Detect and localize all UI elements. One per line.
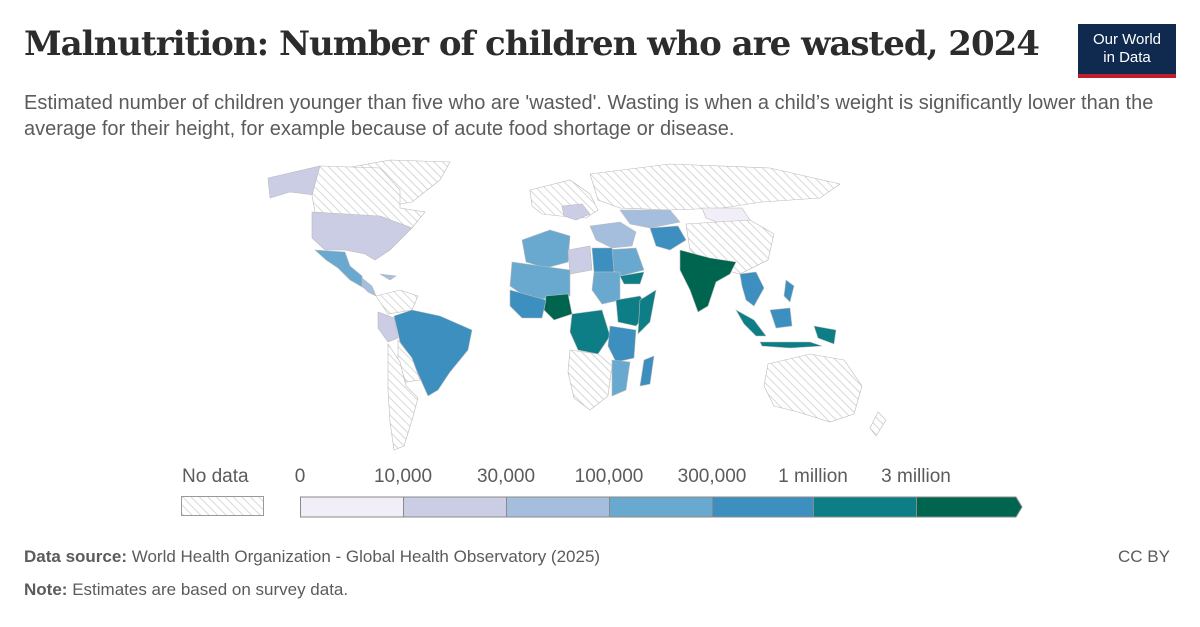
legend-bin-2 [506,496,610,518]
region-angola-southern [567,349,613,411]
chart-subtitle: Estimated number of children younger tha… [24,92,1154,140]
region-usa [311,211,413,261]
footer-source: Data source: World Health Organization -… [24,547,600,567]
license-link[interactable]: CC BY [1118,547,1170,566]
region-argentina-chile [387,343,419,451]
region-caribbean [379,273,397,281]
region-sudan [591,271,621,305]
region-bolivia-paraguay [397,339,421,383]
region-australia [763,353,863,423]
region-libya [567,245,593,275]
footer-note: Note: Estimates are based on survey data… [24,580,348,600]
legend-tick-label-4: 300,000 [677,466,747,487]
source-text[interactable]: World Health Organization - Global Healt… [131,547,601,566]
note-text: Estimates are based on survey data. [72,580,349,599]
legend-bin-3 [609,496,713,518]
region-canada [311,165,426,229]
region-new-guinea [813,325,837,345]
region-india [679,249,737,313]
region-egypt [591,247,615,273]
region-colombia-venezuela [375,289,419,315]
region-indonesia-west [735,309,767,337]
chart-title: Malnutrition: Number of children who are… [24,24,1040,64]
legend-bin-4 [712,496,814,518]
legend-tick-label-0: 0 [294,466,306,487]
logo-line-2: in Data [1103,49,1151,66]
region-west-africa-coast [509,289,547,319]
region-drc [569,309,611,355]
region-madagascar [639,355,655,387]
region-mozambique [611,359,631,397]
note-label: Note: [24,580,68,599]
legend-tick-label-3: 100,000 [574,466,644,487]
world-map [267,159,887,451]
region-russia [589,163,841,211]
legend-tick-label-6: 3 million [881,466,951,487]
legend-tick-label-1: 10,000 [373,466,433,487]
region-mexico [314,249,365,289]
region-north-africa [521,229,571,269]
region-somalia [637,289,657,335]
legend-no-data-swatch [181,496,264,516]
legend-color-scale [300,496,1023,518]
region-philippines [783,279,795,303]
legend-tick-label-5: 1 million [778,466,848,487]
region-peru [377,311,399,343]
legend-bin-0 [300,496,404,518]
region-eastern-europe [561,203,591,221]
region-indonesia-east [759,341,823,349]
region-yemen [619,271,645,285]
legend-no-data-label: No data [182,466,249,487]
legend-bin-6 [916,496,1023,518]
region-southeast-asia [739,271,765,307]
region-middle-east [589,221,637,249]
region-pakistan-afghanistan [649,225,687,251]
source-label: Data source: [24,547,127,566]
region-new-zealand [869,411,887,437]
region-borneo [769,307,793,329]
region-central-america [361,277,377,297]
legend-tick-label-2: 30,000 [476,466,536,487]
legend-bin-5 [813,496,917,518]
owid-logo[interactable]: Our World in Data [1078,24,1176,78]
region-nigeria [543,293,573,321]
legend-bin-1 [403,496,507,518]
region-central-asia [619,209,681,229]
logo-line-1: Our World [1092,31,1162,48]
region-east-africa [607,325,637,363]
